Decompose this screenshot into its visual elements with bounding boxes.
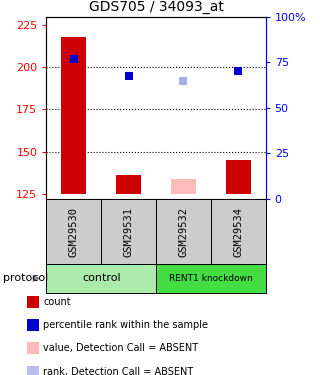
Bar (226, 160, 251, 194)
Text: percentile rank within the sample: percentile rank within the sample (43, 320, 208, 330)
Bar (211, 199, 266, 264)
Text: GSM29532: GSM29532 (179, 207, 188, 256)
Bar (61, 37, 86, 194)
Text: RENT1 knockdown: RENT1 knockdown (169, 274, 253, 283)
Text: GSM29530: GSM29530 (69, 207, 79, 256)
Bar (116, 175, 141, 194)
Bar (156, 264, 266, 292)
Text: protocol: protocol (3, 273, 48, 284)
Bar (171, 178, 196, 194)
Bar (46, 199, 101, 264)
Bar (156, 199, 211, 264)
Bar (46, 264, 156, 292)
Text: GSM29534: GSM29534 (233, 207, 243, 256)
Text: control: control (82, 273, 121, 284)
Text: count: count (43, 297, 71, 307)
Text: value, Detection Call = ABSENT: value, Detection Call = ABSENT (43, 344, 198, 353)
Text: GSM29531: GSM29531 (124, 207, 134, 256)
Bar (101, 199, 156, 264)
Title: GDS705 / 34093_at: GDS705 / 34093_at (89, 0, 223, 15)
Text: rank, Detection Call = ABSENT: rank, Detection Call = ABSENT (43, 367, 194, 375)
